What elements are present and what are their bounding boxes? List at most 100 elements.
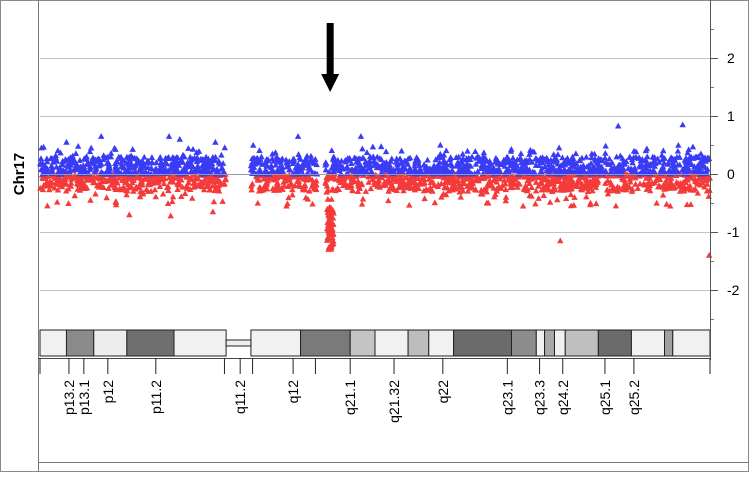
- blue-data-point: [105, 161, 113, 168]
- red-data-point: [385, 176, 392, 183]
- blue-data-point: [416, 162, 423, 168]
- red-data-point: [65, 200, 72, 206]
- red-data-point: [284, 183, 292, 189]
- red-data-point: [409, 178, 416, 185]
- red-data-point: [521, 173, 529, 180]
- red-data-point: [203, 182, 211, 189]
- red-data-point: [174, 186, 181, 193]
- red-data-point: [323, 176, 330, 183]
- red-data-point: [445, 178, 452, 185]
- red-data-point: [438, 193, 445, 200]
- red-data-point: [573, 183, 581, 190]
- blue-data-point: [523, 157, 530, 164]
- blue-data-point: [533, 155, 540, 162]
- red-data-point: [194, 181, 202, 188]
- red-data-point: [694, 189, 702, 196]
- red-data-point: [704, 180, 711, 187]
- blue-data-point: [359, 145, 366, 152]
- blue-data-point: [40, 143, 47, 150]
- red-data-point: [469, 180, 477, 186]
- red-data-point: [535, 195, 542, 201]
- blue-data-point: [272, 161, 279, 168]
- series-blue: [37, 121, 713, 177]
- blue-data-point: [494, 160, 501, 167]
- red-data-point: [218, 180, 225, 187]
- blue-data-point: [83, 153, 90, 160]
- red-data-point: [165, 187, 172, 194]
- blue-data-point: [115, 153, 123, 160]
- red-data-point: [634, 185, 641, 191]
- blue-data-point: [394, 160, 402, 166]
- blue-data-point: [37, 161, 44, 167]
- blue-data-point: [506, 169, 513, 176]
- blue-data-point: [221, 144, 228, 151]
- blue-data-point: [494, 157, 501, 163]
- blue-data-point: [113, 158, 121, 165]
- red-data-point: [472, 186, 480, 193]
- red-data-point: [169, 193, 177, 200]
- blue-data-point: [436, 159, 443, 165]
- blue-data-point: [515, 170, 522, 177]
- red-data-point: [289, 191, 296, 198]
- blue-data-point: [551, 166, 558, 173]
- red-data-point: [289, 186, 296, 193]
- blue-data-point: [139, 161, 147, 168]
- blue-data-point: [684, 149, 691, 156]
- blue-data-point: [572, 150, 580, 157]
- blue-data-point: [185, 145, 192, 151]
- blue-data-point: [493, 168, 500, 175]
- blue-data-point: [562, 158, 570, 164]
- red-data-point: [367, 185, 375, 192]
- red-data-point: [575, 179, 583, 186]
- red-data-point: [661, 172, 668, 179]
- blue-outlier-point: [176, 136, 183, 142]
- deletion-point: [326, 215, 334, 222]
- blue-data-point: [637, 157, 644, 164]
- arrow-head: [321, 74, 340, 92]
- deletion-point: [327, 227, 334, 234]
- blue-data-point: [382, 148, 390, 155]
- chromosome-band: [428, 329, 455, 357]
- blue-data-point: [574, 168, 581, 175]
- blue-data-point: [440, 151, 448, 158]
- blue-data-point: [660, 147, 667, 154]
- blue-data-point: [160, 161, 167, 168]
- blue-data-point: [263, 156, 270, 162]
- x-tick-label: q23.3: [532, 380, 548, 415]
- blue-data-point: [452, 154, 460, 160]
- red-data-point: [82, 185, 89, 191]
- blue-data-point: [513, 167, 520, 174]
- blue-data-point: [602, 142, 609, 149]
- red-data-point: [54, 186, 62, 193]
- blue-data-point: [459, 155, 467, 162]
- red-data-point: [90, 173, 98, 179]
- x-tick-label: p13.2: [61, 380, 77, 415]
- blue-data-point: [263, 162, 270, 169]
- blue-data-point: [185, 163, 192, 170]
- red-data-point: [166, 174, 173, 181]
- blue-data-point: [628, 156, 636, 163]
- red-data-point: [455, 184, 463, 191]
- red-data-point: [479, 190, 486, 197]
- blue-data-point: [412, 170, 419, 177]
- blue-data-point: [191, 154, 198, 161]
- blue-data-point: [642, 156, 649, 163]
- red-data-point: [164, 200, 172, 206]
- red-data-point: [262, 185, 270, 192]
- deletion-point: [327, 207, 335, 213]
- red-data-point: [492, 191, 499, 198]
- blue-data-point: [330, 153, 337, 160]
- blue-data-point: [554, 151, 562, 157]
- blue-data-point: [464, 147, 471, 154]
- blue-data-point: [386, 169, 394, 176]
- blue-data-point: [120, 164, 127, 171]
- blue-data-point: [100, 152, 107, 159]
- blue-data-point: [302, 155, 310, 161]
- red-data-point: [578, 186, 586, 193]
- red-data-point: [310, 185, 318, 192]
- red-data-point: [46, 178, 54, 184]
- red-data-point: [538, 179, 545, 186]
- blue-data-point: [189, 163, 197, 170]
- blue-data-point: [443, 147, 450, 154]
- blue-data-point: [480, 149, 488, 156]
